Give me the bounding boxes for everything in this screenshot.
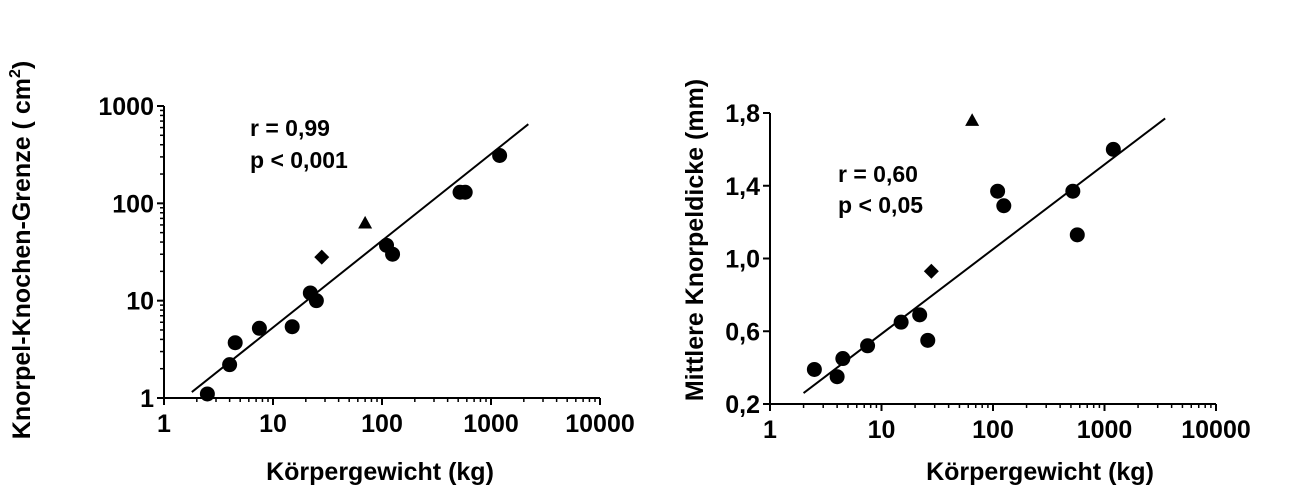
- left-point-circle: [385, 246, 401, 262]
- right-point-circle: [806, 361, 822, 377]
- left-point-circle: [457, 184, 473, 200]
- right-x-tick-label: 1000: [1077, 416, 1133, 444]
- left-y-tick-label: 10: [126, 288, 154, 316]
- left-y-tick-label: 1: [140, 385, 154, 413]
- right-point-circle: [920, 332, 936, 348]
- left-point-circle: [222, 357, 238, 373]
- left-point-circle: [199, 386, 215, 402]
- right-point-circle: [990, 183, 1006, 199]
- right-x-tick-label: 10: [868, 416, 896, 444]
- right-point-circle: [829, 369, 845, 385]
- right-y-axis-title: Mittlere Knorpeldicke (mm): [681, 79, 709, 401]
- right-y-tick-label: 1,4: [725, 173, 760, 201]
- right-point-triangle: [965, 113, 980, 126]
- right-point-circle: [835, 351, 851, 367]
- right-y-tick-label: 1,8: [725, 100, 760, 128]
- left-y-axis-title: Knorpel-Knochen-Grenze ( cm2): [7, 61, 36, 439]
- left-x-tick-label: 1000: [463, 410, 519, 438]
- left-x-tick-label: 1: [157, 410, 171, 438]
- left-point-circle: [251, 320, 267, 336]
- right-annotation-p: p < 0,05: [838, 192, 923, 218]
- left-x-tick-label: 10000: [565, 410, 635, 438]
- left-x-tick-label: 10: [259, 410, 287, 438]
- right-point-circle: [912, 307, 928, 323]
- left-annotation-p: p < 0,001: [250, 147, 348, 173]
- right-point-circle: [996, 198, 1012, 214]
- right-y-tick-label: 0,6: [725, 318, 760, 346]
- chart-right: Mittlere Knorpeldicke (mm) Körpergewicht…: [681, 79, 1251, 486]
- left-point-diamond: [314, 249, 330, 265]
- right-point-circle: [893, 314, 909, 330]
- right-x-tick-label: 1: [763, 416, 777, 444]
- left-x-axis-title: Körpergewicht (kg): [266, 458, 494, 486]
- left-y-tick-label: 1000: [98, 93, 154, 121]
- left-x-tick-label: 100: [361, 410, 403, 438]
- right-annotation-r: r = 0,60: [838, 161, 918, 187]
- left-point-circle: [284, 319, 300, 335]
- right-point-diamond: [923, 263, 939, 279]
- right-point-circle: [860, 338, 876, 354]
- left-annotation-r: r = 0,99: [250, 115, 330, 141]
- chart-left: Knorpel-Knochen-Grenze ( cm2) Körpergewi…: [7, 61, 635, 486]
- right-plot-area: 1 10 100 1000 10000 0,2 0,6 1,0 1,4 1,8: [725, 100, 1251, 444]
- left-y-tick-label: 100: [112, 190, 154, 218]
- right-point-circle: [1065, 183, 1081, 199]
- right-point-circle: [1069, 227, 1085, 243]
- right-regression-line: [802, 117, 1166, 394]
- right-x-tick-label: 100: [972, 416, 1014, 444]
- left-point-triangle: [358, 215, 373, 229]
- left-point-circle: [492, 148, 508, 164]
- right-x-tick-label: 10000: [1181, 416, 1251, 444]
- right-x-axis-title: Körpergewicht (kg): [926, 458, 1154, 486]
- right-y-tick-label: 0,2: [725, 391, 760, 419]
- right-point-circle: [1105, 141, 1121, 157]
- left-plot-area: 1 10 100 1000 10000 1 10 100 1000: [98, 93, 634, 438]
- right-y-tick-label: 1,0: [725, 246, 760, 274]
- left-regression-line: [191, 123, 529, 393]
- left-point-circle: [227, 335, 243, 351]
- left-point-circle: [308, 293, 324, 309]
